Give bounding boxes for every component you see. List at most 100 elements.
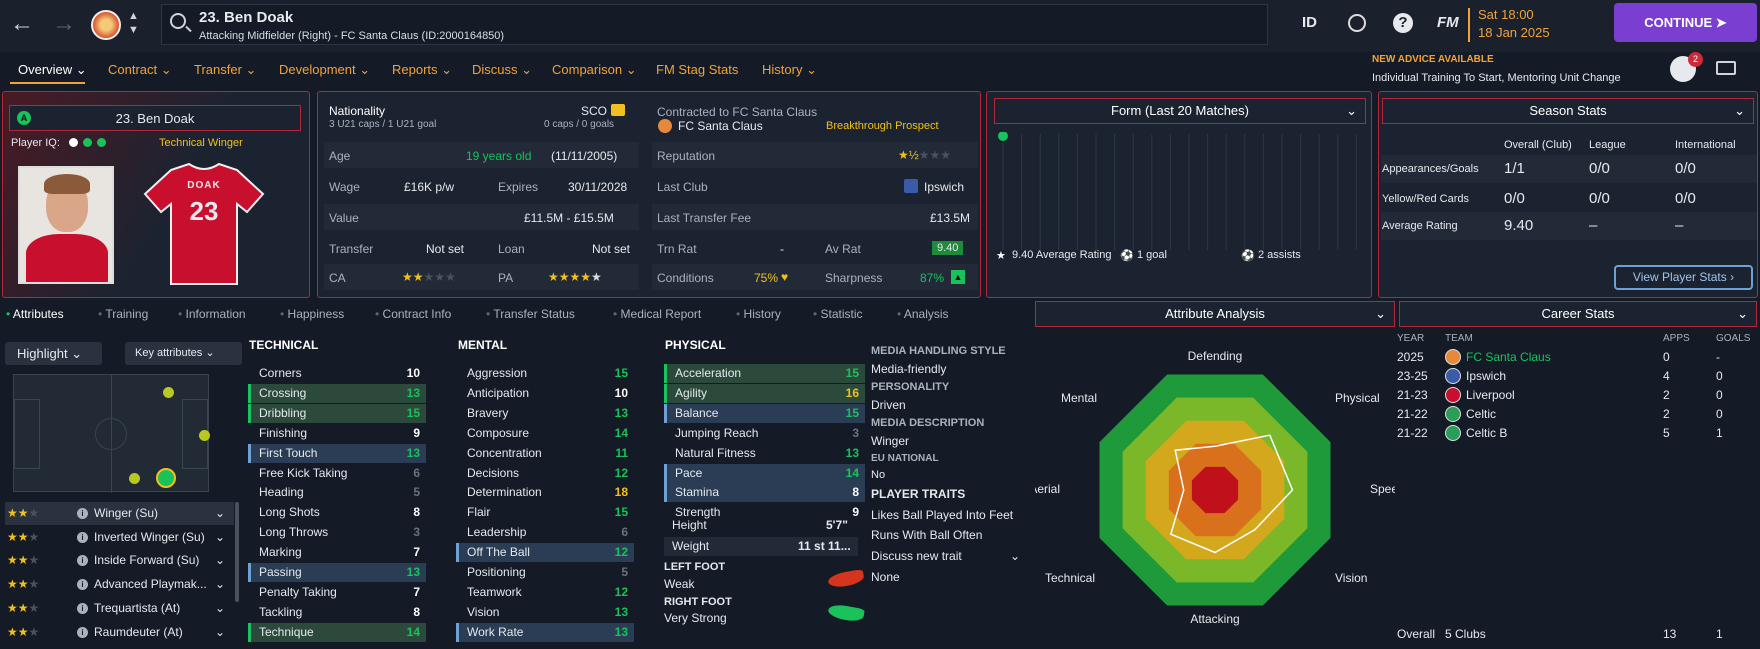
attribute-row[interactable]: Leadership 6	[456, 523, 634, 542]
menu-reports[interactable]: Reports ⌄	[392, 62, 453, 77]
career-team[interactable]: Celtic B	[1466, 426, 1508, 440]
career-team[interactable]: Celtic	[1466, 407, 1497, 421]
tab-attributes[interactable]: Attributes	[6, 307, 64, 321]
role-item[interactable]: ★★★ i Inverted Winger (Su) ⌄	[5, 526, 234, 549]
tab-information[interactable]: Information	[178, 307, 246, 321]
attribute-row[interactable]: Bravery 13	[456, 404, 634, 423]
attribute-row[interactable]: Work Rate 13	[456, 622, 634, 642]
attribute-row[interactable]: Teamwork 12	[456, 583, 634, 602]
help-icon[interactable]: ?	[1393, 13, 1413, 33]
attribute-row[interactable]: Finishing 9	[248, 424, 426, 443]
chevron-updown-icon[interactable]: ▲ ▼	[128, 10, 139, 36]
menu-development[interactable]: Development ⌄	[279, 62, 371, 77]
attribute-row[interactable]: Flair 15	[456, 503, 634, 522]
attribute-row[interactable]: Balance 15	[664, 403, 865, 423]
attribute-row[interactable]: Strength 9	[664, 503, 865, 522]
back-arrow-icon[interactable]: ←	[10, 10, 34, 37]
attribute-row[interactable]: Technique 14	[248, 622, 426, 642]
club-name[interactable]: FC Santa Claus	[678, 119, 763, 133]
tab-training[interactable]: Training	[98, 307, 148, 321]
fm-logo-icon[interactable]: FM	[1437, 14, 1459, 31]
attribute-row[interactable]: Composure 14	[456, 424, 634, 443]
attribute-row[interactable]: Acceleration 15	[664, 364, 865, 383]
attribute-row[interactable]: Pace 14	[664, 463, 865, 483]
menu-history[interactable]: History ⌄	[762, 62, 817, 77]
forward-arrow-icon[interactable]: →	[52, 10, 76, 37]
info-icon[interactable]: i	[77, 627, 88, 638]
attribute-row[interactable]: Decisions 12	[456, 464, 634, 483]
menu-transfer[interactable]: Transfer ⌄	[194, 62, 257, 77]
advice-text[interactable]: Individual Training To Start, Mentoring …	[1372, 72, 1621, 84]
attribute-row[interactable]: Dribbling 15	[248, 403, 426, 423]
attribute-row[interactable]: Penalty Taking 7	[248, 583, 426, 602]
attribute-row[interactable]: Long Throws 3	[248, 523, 426, 542]
info-icon[interactable]: i	[77, 555, 88, 566]
advice-title[interactable]: NEW ADVICE AVAILABLE	[1372, 54, 1494, 65]
continue-button[interactable]: CONTINUE ➤	[1614, 3, 1757, 42]
tab-analysis[interactable]: Analysis	[897, 307, 949, 321]
attribute-row[interactable]: Crossing 13	[248, 383, 426, 403]
role-item[interactable]: ★★★ i Inside Forward (Su) ⌄	[5, 549, 234, 572]
attribute-row[interactable]: Vision 13	[456, 603, 634, 622]
attribute-row[interactable]: First Touch 13	[248, 443, 426, 463]
club-crest-icon[interactable]	[91, 10, 121, 40]
menu-comparison[interactable]: Comparison ⌄	[552, 62, 637, 77]
menu-contract[interactable]: Contract ⌄	[108, 62, 172, 77]
attribute-row[interactable]: Passing 13	[248, 563, 426, 582]
role-item[interactable]: ★★★ i Advanced Playmak... ⌄	[5, 573, 234, 596]
role-item[interactable]: ★★★ i Raumdeuter (At) ⌄	[5, 621, 234, 644]
attribute-row[interactable]: Long Shots 8	[248, 503, 426, 522]
trait-item[interactable]: Runs With Ball Often	[871, 528, 983, 542]
role-item[interactable]: ★★★ i Winger (Su) ⌄	[5, 502, 234, 525]
attribute-analysis-selector[interactable]: Attribute Analysis ⌄	[1035, 301, 1395, 327]
attribute-row[interactable]: Free Kick Taking 6	[248, 464, 426, 483]
attribute-row[interactable]: Marking 7	[248, 543, 426, 562]
info-icon[interactable]: i	[77, 508, 88, 519]
attribute-row[interactable]: Heading 5	[248, 483, 426, 502]
nation-code[interactable]: SCO	[581, 104, 608, 118]
attribute-row[interactable]: Natural Fitness 13	[664, 444, 865, 463]
tab-statistic[interactable]: Statistic	[813, 307, 863, 321]
menu-discuss[interactable]: Discuss ⌄	[472, 62, 533, 77]
attribute-row[interactable]: Stamina 8	[664, 483, 865, 503]
view-player-stats-button[interactable]: View Player Stats ›	[1614, 265, 1753, 290]
search-box[interactable]: 23. Ben Doak Attacking Midfielder (Right…	[161, 4, 1268, 45]
ball-icon[interactable]	[1348, 14, 1366, 32]
tab-history[interactable]: History	[736, 307, 781, 321]
key-attributes-dropdown[interactable]: Key attributes ⌄	[125, 342, 242, 365]
role-scrollbar[interactable]	[235, 502, 239, 602]
tab-contract-info[interactable]: Contract Info	[375, 307, 452, 321]
menu-fm-stag-stats[interactable]: FM Stag Stats	[656, 62, 738, 77]
last-club-value[interactable]: Ipswich	[924, 180, 965, 194]
attribute-row[interactable]: Positioning 5	[456, 563, 634, 582]
career-team[interactable]: Ipswich	[1466, 369, 1507, 383]
id-button[interactable]: ID	[1302, 14, 1317, 31]
role-item[interactable]: ★★★ i Trequartista (At) ⌄	[5, 597, 234, 620]
highlight-dropdown[interactable]: Highlight ⌄	[5, 342, 102, 365]
career-team[interactable]: FC Santa Claus	[1466, 350, 1551, 364]
form-selector[interactable]: Form (Last 20 Matches) ⌄	[994, 98, 1366, 124]
attribute-row[interactable]: Tackling 8	[248, 603, 426, 622]
trait-item[interactable]: Likes Ball Played Into Feet	[871, 508, 1014, 522]
info-icon[interactable]: i	[77, 603, 88, 614]
attribute-row[interactable]: Determination 18	[456, 483, 634, 502]
attribute-row[interactable]: Agility 16	[664, 383, 865, 403]
attribute-row[interactable]: Concentration 11	[456, 444, 634, 463]
tab-medical-report[interactable]: Medical Report	[613, 307, 702, 321]
attribute-row[interactable]: Anticipation 10	[456, 384, 634, 403]
monitor-icon[interactable]	[1716, 61, 1736, 75]
career-stats-selector[interactable]: Career Stats ⌄	[1399, 301, 1757, 327]
info-icon[interactable]: i	[77, 579, 88, 590]
info-icon[interactable]: i	[77, 532, 88, 543]
wage-value[interactable]: £16K p/w	[404, 180, 455, 194]
attribute-row[interactable]: Jumping Reach 3	[664, 424, 865, 443]
season-selector[interactable]: Season Stats ⌄	[1382, 98, 1754, 124]
tab-transfer-status[interactable]: Transfer Status	[486, 307, 575, 321]
attribute-row[interactable]: Corners 10	[248, 364, 426, 383]
career-team[interactable]: Liverpool	[1466, 388, 1515, 402]
menu-overview[interactable]: Overview ⌄	[18, 62, 87, 77]
tab-happiness[interactable]: Happiness	[280, 307, 345, 321]
discuss-trait-dropdown[interactable]: Discuss new trait ⌄	[871, 549, 1020, 563]
attribute-row[interactable]: Aggression 15	[456, 364, 634, 383]
attribute-row[interactable]: Off The Ball 12	[456, 543, 634, 563]
